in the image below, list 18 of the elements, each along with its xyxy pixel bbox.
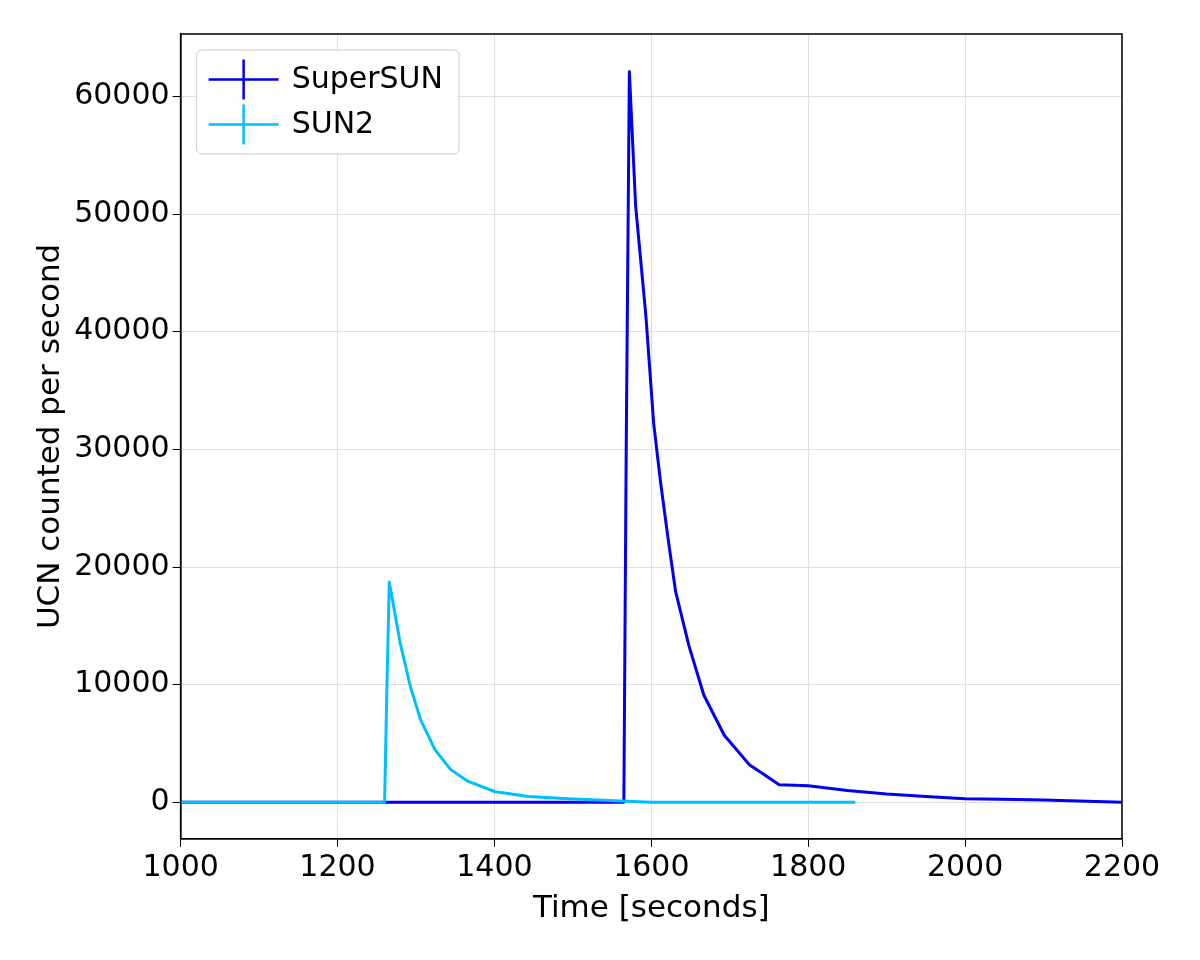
y-tick-label: 10000 [74, 664, 170, 700]
legend-label: SuperSUN [291, 60, 443, 96]
y-tick-label: 60000 [74, 76, 170, 112]
x-tick-label: 1200 [299, 847, 376, 883]
y-tick-label: 20000 [74, 546, 170, 582]
y-axis-title: UCN counted per second [29, 243, 66, 630]
legend-label: SUN2 [291, 105, 375, 141]
y-tick-label: 30000 [74, 429, 170, 465]
x-tick-label: 2200 [1083, 847, 1161, 883]
y-tick-label: 0 [150, 782, 170, 818]
x-tick-label: 1600 [613, 847, 690, 883]
x-tick-label: 1000 [142, 847, 219, 883]
x-tick-label: 2000 [926, 847, 1004, 883]
y-tick-label: 40000 [74, 311, 170, 347]
x-axis-title: Time [seconds] [532, 888, 770, 925]
x-tick-label: 1800 [770, 847, 847, 883]
y-tick-label: 50000 [74, 193, 170, 229]
x-tick-label: 1400 [456, 847, 533, 883]
